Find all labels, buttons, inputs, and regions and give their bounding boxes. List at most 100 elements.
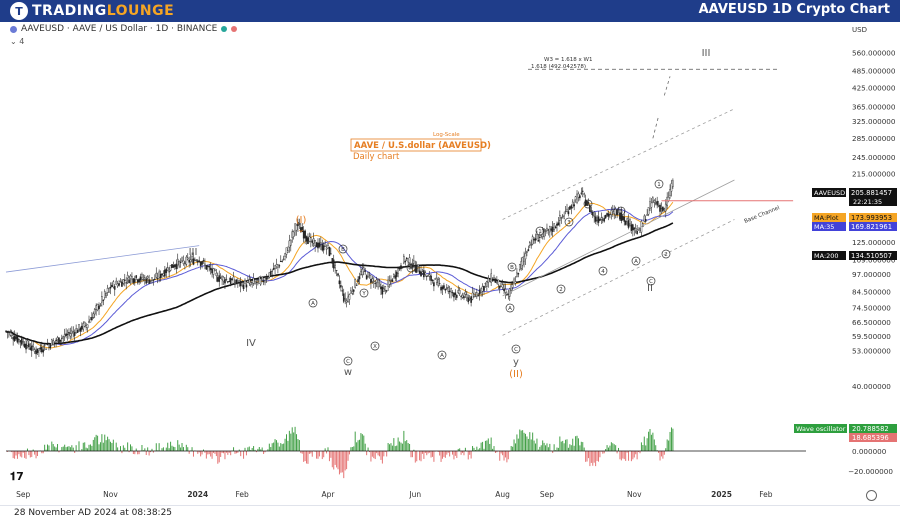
candle-body <box>454 292 457 296</box>
price-tick-label: 84.500000 <box>852 288 891 297</box>
candle-body <box>159 273 162 279</box>
wave-label: y <box>513 357 519 368</box>
candle-body <box>29 347 32 350</box>
candle-body <box>596 219 598 221</box>
symbol-icon <box>10 25 17 33</box>
candle-body <box>378 284 381 286</box>
candle-body <box>547 229 550 231</box>
candle-body <box>461 294 464 298</box>
candle-body <box>161 273 163 276</box>
candle-body <box>387 279 389 287</box>
candle-body <box>121 281 123 287</box>
candle-body <box>152 279 155 281</box>
candle-body <box>138 278 140 283</box>
candle-body <box>486 281 488 287</box>
candle-body <box>302 230 305 239</box>
candle-body <box>526 251 528 253</box>
symbol-legend[interactable]: AAVEUSD · AAVE / US Dollar · 1D · BINANC… <box>10 24 238 34</box>
candle-body <box>536 234 538 240</box>
candle-body <box>513 278 515 285</box>
candle-body <box>646 214 648 216</box>
candle-body <box>22 341 24 343</box>
candle-body <box>261 276 263 281</box>
candle-body <box>443 285 445 289</box>
candle-body <box>533 239 535 241</box>
candle-body <box>199 261 202 266</box>
wave-label-circle <box>583 199 593 209</box>
candle-body <box>297 221 299 227</box>
time-axis: Sep Nov 2024 Feb Apr Jun Aug Sep Nov 2025 Feb <box>16 490 773 499</box>
candle-body <box>360 271 362 275</box>
candle-body <box>30 345 33 351</box>
oscillator-tick-label: −20.000000 <box>848 467 893 476</box>
candle-body <box>484 283 487 285</box>
wave-label: 5 <box>586 202 590 208</box>
price-tick-label: 485.000000 <box>852 67 896 76</box>
tradingview-logo[interactable]: 𝟏𝟳 <box>10 470 24 483</box>
candle-body <box>504 288 507 293</box>
candle-body <box>305 236 308 242</box>
candle-body <box>456 294 458 298</box>
candle-body <box>438 282 441 284</box>
candle-body <box>448 290 451 293</box>
candle-body <box>310 237 312 242</box>
candle-body <box>184 262 186 264</box>
candle-body <box>224 279 226 284</box>
wave-label-circle <box>406 263 416 273</box>
candle-body <box>134 278 136 283</box>
candle-body <box>115 280 117 285</box>
indicator-count[interactable]: ⌄ 4 <box>10 37 25 46</box>
candle-body <box>154 278 156 280</box>
brand-logo[interactable]: T TRADINGLOUNGE <box>10 1 174 21</box>
wave-label-circle <box>654 179 664 189</box>
candle-body <box>626 218 628 223</box>
candle-body <box>172 265 175 268</box>
candle-body <box>13 336 16 342</box>
candle-body <box>637 228 640 230</box>
candle-body <box>632 224 634 231</box>
wave-label: III <box>189 247 198 258</box>
candle-body <box>421 271 424 274</box>
candle-body <box>404 261 407 263</box>
candle-body <box>35 350 37 355</box>
candle-body <box>291 231 294 238</box>
candle-body <box>415 265 418 273</box>
candle-body <box>10 333 13 337</box>
candle-body <box>101 296 103 303</box>
candle-body <box>451 292 454 294</box>
candle-body <box>225 278 228 280</box>
candle-body <box>69 333 72 337</box>
candle-body <box>61 337 63 340</box>
candle-body <box>234 282 236 284</box>
status-dot-icon <box>221 26 228 32</box>
candle-body <box>25 343 27 350</box>
candle-body <box>155 272 158 278</box>
candle-body <box>165 268 168 273</box>
candle-body <box>284 253 286 257</box>
candle-body <box>314 240 316 247</box>
candle-body <box>650 202 653 208</box>
candle-body <box>483 286 485 291</box>
channel-lines <box>5 68 794 336</box>
wave-label-circle <box>343 356 353 366</box>
moving-averages <box>5 201 674 349</box>
settings-icon[interactable] <box>866 490 877 501</box>
candle-body <box>151 277 153 281</box>
candle-body <box>195 260 198 262</box>
candle-body <box>76 329 79 333</box>
candle-body <box>490 273 492 283</box>
candle-body <box>109 286 112 289</box>
candle-body <box>158 271 160 278</box>
candle-body <box>546 227 548 231</box>
candle-body <box>611 209 614 213</box>
time-tick-label: Apr <box>322 490 336 499</box>
countdown-box <box>849 197 897 206</box>
candle-body <box>430 275 432 281</box>
candle-body <box>590 210 593 212</box>
candle-body <box>312 238 315 244</box>
candle-body <box>275 264 278 267</box>
candle-body <box>208 265 211 268</box>
wave-label: 2 <box>559 287 563 293</box>
candle-body <box>659 204 661 212</box>
